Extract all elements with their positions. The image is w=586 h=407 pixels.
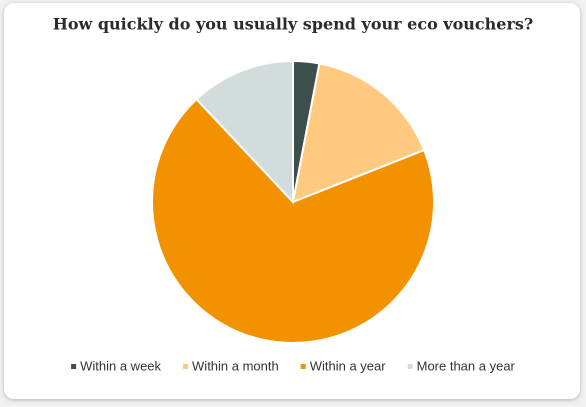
legend-marker — [300, 364, 306, 369]
pie-slice — [151, 97, 435, 344]
legend-label: Within a year — [310, 358, 387, 373]
legend: Within a week Within a month Within a year… — [71, 358, 516, 373]
legend-marker — [407, 364, 413, 369]
legend-marker — [183, 364, 189, 369]
chart-title: How quickly do you usually spend your ec… — [53, 15, 534, 34]
legend-marker — [71, 364, 77, 369]
pie-slice — [195, 59, 294, 205]
legend-label: Within a month — [192, 358, 279, 373]
legend-label: Within a week — [80, 358, 161, 373]
legend-label: More than a year — [417, 358, 516, 373]
pie-slice — [291, 62, 426, 204]
